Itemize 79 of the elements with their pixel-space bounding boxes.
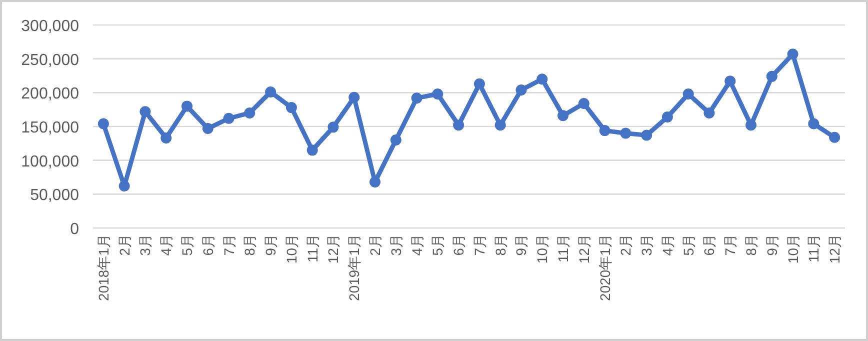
point	[140, 106, 151, 118]
x-tick-label: 9月	[262, 234, 279, 256]
point	[306, 144, 318, 156]
x-tick-label: 12月	[576, 234, 592, 264]
point	[620, 128, 632, 139]
y-tick-label: 0	[70, 221, 80, 238]
x-tick-label: 2019年1月	[346, 234, 362, 301]
y-tick-label: 300,000	[21, 18, 80, 35]
point	[746, 120, 756, 131]
point	[265, 86, 276, 98]
x-tick-label: 12月	[325, 234, 342, 264]
point	[98, 118, 109, 130]
x-tick-label: 10月	[784, 234, 801, 264]
x-tick-label: 4月	[158, 234, 174, 256]
y-tick-label: 200,000	[21, 86, 80, 103]
point	[118, 180, 130, 192]
point	[370, 176, 380, 188]
x-tick-label: 12月	[826, 234, 843, 264]
point	[787, 48, 798, 60]
x-tick-label: 10月	[534, 234, 550, 264]
point	[558, 110, 568, 122]
x-tick-label: 3月	[388, 234, 404, 256]
x-tick-label: 5月	[430, 234, 446, 256]
x-tick-label: 2月	[116, 234, 132, 256]
point	[474, 78, 485, 90]
point	[328, 122, 339, 133]
x-tick-label: 11月	[806, 234, 822, 263]
y-tick-label: 250,000	[21, 52, 80, 69]
x-tick-label: 2018年1月	[95, 234, 112, 301]
point	[766, 70, 778, 82]
x-tick-label: 7月	[722, 234, 738, 256]
point	[829, 132, 840, 143]
point	[599, 125, 610, 136]
x-tick-label: 9月	[513, 234, 530, 256]
x-tick-label: 2月	[367, 234, 383, 256]
point	[348, 92, 360, 103]
x-tick-label: 8月	[743, 234, 759, 256]
x-tick-label: 2月	[618, 234, 634, 256]
x-tick-label: 9月	[764, 234, 780, 256]
x-tick-label: 10月	[283, 234, 300, 264]
point	[808, 118, 820, 130]
x-tick-label: 5月	[680, 234, 696, 256]
point	[453, 120, 464, 131]
point	[704, 107, 715, 118]
x-tick-label: 4月	[659, 234, 676, 256]
y-tick-label: 100,000	[21, 153, 80, 170]
point	[202, 123, 214, 134]
x-tick-label: 11月	[304, 234, 320, 263]
point	[286, 102, 297, 114]
point	[724, 76, 736, 87]
point	[182, 100, 192, 112]
point	[160, 132, 172, 144]
point	[536, 74, 548, 85]
x-tick-label: 6月	[701, 234, 718, 256]
x-tick-label: 2020年1月	[596, 234, 613, 301]
point	[432, 88, 444, 100]
x-tick-label: 7月	[471, 234, 488, 256]
y-tick-label: 150,000	[21, 120, 80, 136]
point	[411, 92, 422, 104]
point	[223, 112, 234, 124]
x-tick-label: 3月	[638, 234, 655, 256]
point	[662, 112, 673, 123]
x-tick-label: 3月	[137, 234, 154, 256]
x-tick-label: 6月	[200, 234, 216, 256]
point	[578, 98, 590, 109]
x-tick-label: 4月	[408, 234, 425, 256]
x-tick-label: 7月	[220, 234, 237, 256]
x-tick-label: 6月	[450, 234, 467, 256]
y-tick-label: 50,000	[30, 187, 80, 204]
point	[516, 84, 527, 96]
point	[641, 130, 652, 141]
point	[244, 107, 256, 118]
point	[494, 120, 506, 131]
point	[390, 134, 402, 146]
x-tick-label: 5月	[179, 234, 195, 256]
x-tick-label: 8月	[492, 234, 508, 256]
x-tick-label: 11月	[555, 234, 571, 263]
point	[682, 88, 694, 100]
x-tick-label: 8月	[242, 234, 258, 256]
